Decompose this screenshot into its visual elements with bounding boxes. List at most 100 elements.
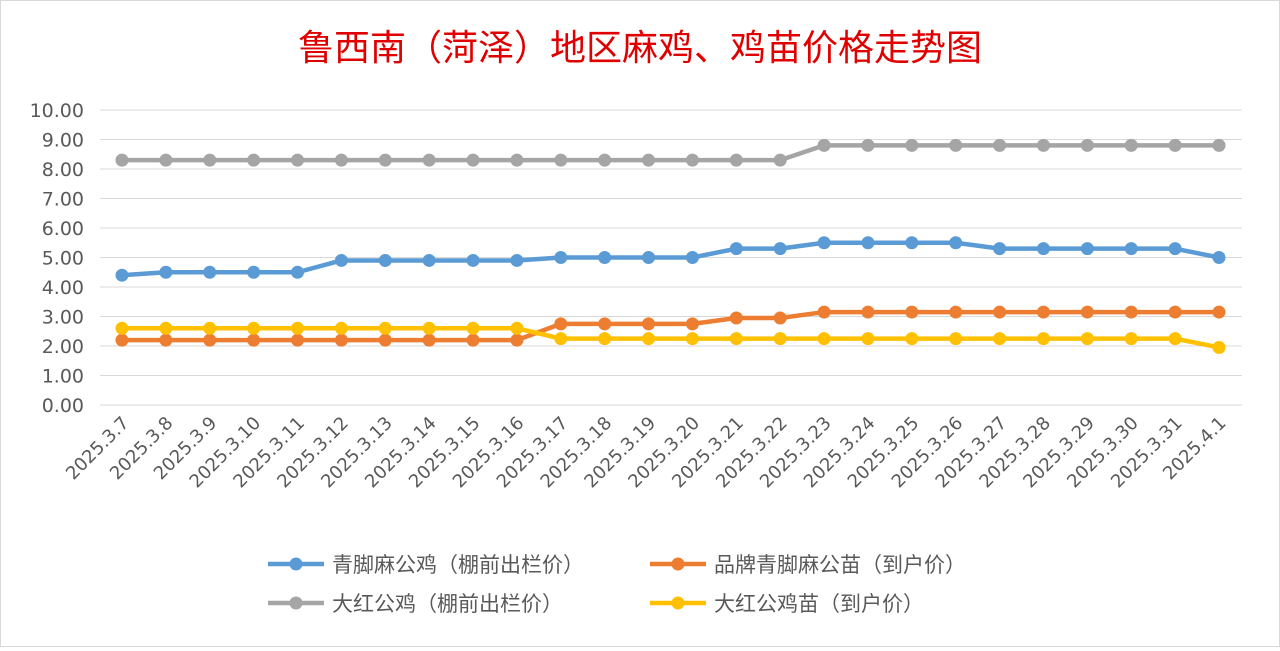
data-point xyxy=(598,153,612,167)
data-point xyxy=(817,332,831,346)
data-point xyxy=(1168,138,1182,152)
data-point xyxy=(203,153,217,167)
data-point xyxy=(905,305,919,319)
data-point xyxy=(598,251,612,264)
data-point xyxy=(1124,332,1138,346)
data-point xyxy=(115,268,129,282)
y-tick-label: 9.00 xyxy=(42,130,84,152)
y-tick-label: 3.00 xyxy=(42,307,84,329)
data-point xyxy=(466,153,480,167)
data-point xyxy=(510,321,524,335)
data-point xyxy=(905,138,919,152)
data-point xyxy=(203,265,217,279)
y-tick-label: 8.00 xyxy=(42,159,84,181)
y-tick-label: 2.00 xyxy=(42,336,84,358)
data-point xyxy=(378,253,392,267)
data-point xyxy=(466,333,480,347)
data-point xyxy=(1212,305,1226,319)
data-point xyxy=(334,321,348,335)
legend-swatch-marker xyxy=(671,557,685,571)
data-point xyxy=(159,265,173,279)
data-point xyxy=(159,333,173,347)
data-point xyxy=(378,153,392,167)
data-point xyxy=(729,332,743,346)
data-point xyxy=(729,311,743,325)
data-point xyxy=(773,242,787,256)
series-line xyxy=(119,143,1222,163)
legend-label: 品牌青脚麻公苗（到户价） xyxy=(714,553,966,577)
data-point xyxy=(466,253,480,267)
series-line xyxy=(119,240,1222,278)
data-point xyxy=(993,332,1007,346)
y-tick-label: 10.00 xyxy=(30,100,84,122)
data-point xyxy=(949,332,963,346)
legend-label: 青脚麻公鸡（棚前出栏价） xyxy=(332,553,584,577)
data-point xyxy=(993,138,1007,152)
data-point xyxy=(247,153,261,167)
data-point xyxy=(159,321,173,335)
data-point xyxy=(1036,332,1050,346)
data-point xyxy=(642,317,656,331)
legend-label: 大红公鸡苗（到户价） xyxy=(714,592,924,616)
data-point xyxy=(1124,138,1138,152)
data-point xyxy=(247,333,261,347)
data-point xyxy=(554,332,568,346)
data-point xyxy=(598,317,612,331)
data-point xyxy=(1168,332,1182,346)
data-point xyxy=(247,321,261,335)
data-point xyxy=(642,153,656,167)
y-tick-label: 7.00 xyxy=(42,189,84,211)
data-point xyxy=(905,332,919,346)
data-point xyxy=(685,251,699,264)
data-point xyxy=(510,253,524,267)
data-point xyxy=(1212,251,1226,264)
data-point xyxy=(1036,242,1050,256)
data-point xyxy=(291,333,305,347)
data-point xyxy=(773,153,787,167)
data-point xyxy=(861,138,875,152)
legend-label: 大红公鸡（棚前出栏价） xyxy=(332,592,563,616)
data-point xyxy=(1036,138,1050,152)
data-point xyxy=(291,321,305,335)
data-point xyxy=(861,332,875,346)
y-tick-label: 1.00 xyxy=(42,366,84,388)
data-point xyxy=(949,236,963,250)
data-point xyxy=(115,333,129,347)
data-point xyxy=(1124,242,1138,256)
data-point xyxy=(422,321,436,335)
data-point xyxy=(1080,305,1094,319)
data-point xyxy=(554,317,568,331)
data-point xyxy=(861,305,875,319)
data-point xyxy=(1080,138,1094,152)
y-tick-label: 4.00 xyxy=(42,277,84,299)
data-point xyxy=(422,153,436,167)
data-point xyxy=(203,321,217,335)
data-point xyxy=(817,236,831,250)
data-point xyxy=(334,253,348,267)
gridlines xyxy=(100,109,1242,406)
data-point xyxy=(949,138,963,152)
data-point xyxy=(291,153,305,167)
y-axis-tick-labels: 0.00 1.00 2.00 3.00 4.00 5.00 6.00 7.00 8.00 9.00… xyxy=(30,100,84,417)
data-point xyxy=(554,251,568,264)
legend-swatch-marker xyxy=(289,596,303,610)
data-point xyxy=(685,332,699,346)
chart-title: 鲁西南（菏泽）地区麻鸡、鸡苗价格走势图 xyxy=(298,28,982,69)
data-point xyxy=(334,153,348,167)
data-point xyxy=(1168,242,1182,256)
data-point xyxy=(1168,305,1182,319)
data-point xyxy=(422,333,436,347)
data-point xyxy=(685,317,699,331)
data-point xyxy=(773,311,787,325)
data-point xyxy=(1080,332,1094,346)
data-point xyxy=(773,332,787,346)
data-point xyxy=(949,305,963,319)
data-point xyxy=(422,253,436,267)
series-lines xyxy=(115,138,1226,354)
data-point xyxy=(378,321,392,335)
data-point xyxy=(1212,138,1226,152)
legend: 青脚麻公鸡（棚前出栏价） 品牌青脚麻公苗（到户价） 大红公鸡（棚前出栏价） 大红公鸡苗… xyxy=(268,553,966,616)
data-point xyxy=(598,332,612,346)
